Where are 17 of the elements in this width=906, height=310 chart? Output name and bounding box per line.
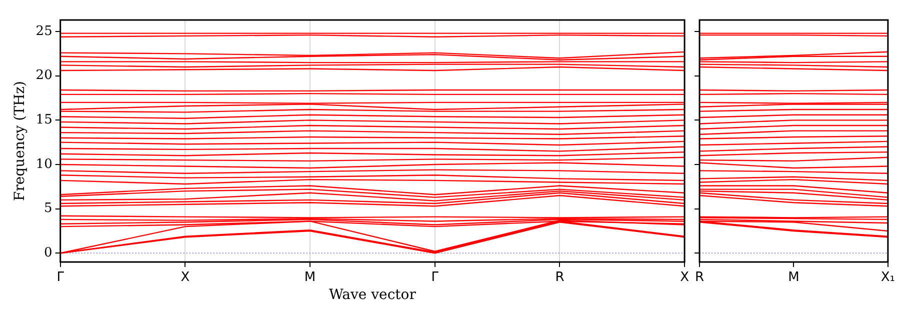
y-tick-label: 0 [44, 246, 52, 261]
x-tick-label: X₁ [880, 270, 896, 286]
x-tick-label: Γ [431, 270, 440, 286]
x-tick-label: X [680, 270, 690, 286]
y-tick-label: 25 [36, 24, 52, 39]
y-axis-title: Frequency (THz) [12, 80, 28, 202]
x-tick-label: M [788, 270, 800, 286]
x-tick-label: R [694, 270, 704, 286]
x-tick-label: X [180, 270, 190, 286]
y-tick-label: 20 [36, 68, 52, 84]
x-tick-label: Γ [56, 270, 65, 286]
y-tick-label: 10 [36, 156, 52, 172]
y-tick-label: 15 [36, 112, 52, 128]
x-tick-label: M [304, 270, 316, 286]
x-tick-label: R [555, 270, 564, 286]
x-axis-title: Wave vector [328, 287, 416, 304]
y-tick-label: 5 [44, 201, 52, 216]
